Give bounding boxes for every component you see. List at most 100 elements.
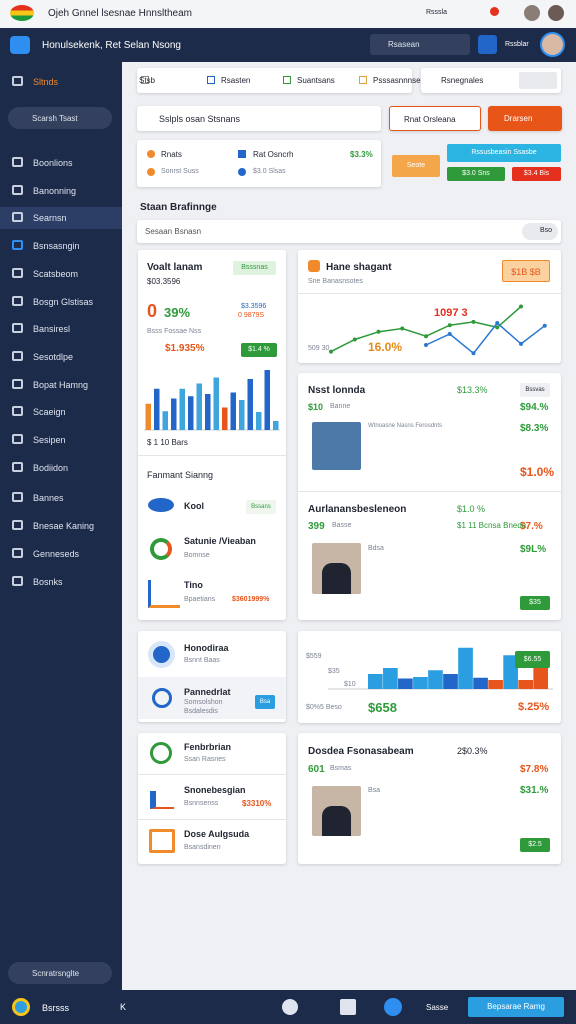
avatar[interactable] [524,5,540,21]
sidebar-item[interactable]: Bosnks [33,576,63,587]
button[interactable]: Bepsarae Ramg [468,997,564,1017]
section-search[interactable]: Sesaan Bsnasn Bso [137,220,561,243]
big-value: $1.0% [520,465,555,479]
sidebar-item[interactable]: Bansiresl [33,324,71,335]
icon-button[interactable] [384,998,402,1016]
card-title: Voalt lanam [147,262,203,273]
sidebar-item[interactable]: Scaeign [33,407,66,418]
bar [273,421,279,430]
bar [145,403,151,430]
sidebar-item[interactable]: Sesipen [33,435,66,445]
sidebar-item[interactable]: Bannes [33,493,64,504]
sidebar-icon [12,378,23,389]
sidebar-item[interactable]: Genneseds [33,548,80,559]
top-search[interactable]: Rsnegnales [421,68,561,93]
sidebar-icon [12,323,23,334]
badge: Bssvas [520,383,550,397]
button[interactable]: $3.0 Sns [447,167,505,181]
sidebar-item[interactable]: Boonlions [33,158,73,168]
sidebar-item[interactable]: Searnsn [33,213,67,224]
select-text: Sslpls osan Stsnans [159,114,241,124]
sidebar-item[interactable]: Scatsbeom [33,268,79,279]
sidebar-item[interactable]: Sesotdlpe [33,351,74,362]
tab[interactable]: Rsasten [221,76,251,85]
icon-button[interactable] [340,999,356,1015]
search-box[interactable]: Rsasean [370,34,470,55]
info-card: Rnats Rat Osncrh $3.3% Sonrst Suss $3.0 … [137,140,381,187]
filter-select[interactable]: Sslpls osan Stsnans [137,106,381,131]
info-text: Rat Osncrh [253,150,294,159]
sidebar-item[interactable]: Bodiidon [33,462,69,473]
filter-button[interactable]: Bso [522,223,558,240]
header: Honulsekenk, Ret Selan Nsong Rsasean Rss… [0,28,576,62]
button[interactable]: Rnat Orsleana [389,106,481,131]
point [447,323,452,328]
sidebar-item[interactable]: Bsnsasngin [33,241,80,252]
point [471,351,476,356]
sidebar-item[interactable]: Bosgn Glstisas [33,296,94,307]
sidebar-search[interactable]: Scarsh Tsast [8,107,112,129]
bar [264,370,270,430]
card: Dosdea Fsonasabeam 2$0.3% 601 Bsmas $7.8… [298,733,561,864]
bar [413,677,428,689]
tab[interactable]: Suantsans [297,76,335,85]
bottom-key[interactable]: K [120,1002,127,1012]
notification[interactable] [490,7,499,16]
sidebar-item[interactable]: Banonning [33,185,77,196]
search-text: Sesaan Bsnasn [145,227,202,236]
row-sub: Bomnse [184,552,210,559]
label: Bsmas [330,765,352,772]
value: $7.% [520,521,543,532]
search-button[interactable] [519,72,557,89]
card: Honodiraa Bsnnt Baas Pannedrlat Somsolsh… [138,631,286,722]
bar [256,412,262,430]
action-button[interactable] [478,35,497,54]
sidebar-active[interactable]: Sltnds [33,77,59,87]
button[interactable]: $2.5 [520,838,550,852]
card-title: Nsst lonnda [308,385,366,396]
button[interactable]: Rssusbeasin Ssasbe [447,144,561,162]
image [312,543,361,594]
info-text: $3.0 Slsas [253,168,286,175]
badge: Bsssnas [233,261,276,275]
chart-label: 16.0% [368,340,403,354]
point [519,341,523,346]
image [312,422,361,470]
button-text: Rnat Orsleana [404,115,456,124]
card: Fenbrbrian Ssan Rasnes Snonebesgian Bsnn… [138,733,286,864]
card: $559 $35 $10 $6.55 $0%5 Beso $658 $.25% [298,631,561,723]
sidebar-item[interactable]: Bnesae Kaning [33,521,95,532]
point [471,319,476,324]
tab-icon [359,76,367,84]
value: $1.0 % [457,504,486,514]
sidebar-icon [12,240,23,251]
point [329,349,333,354]
button[interactable]: Drarsen [488,106,562,131]
sidebar-item[interactable]: Bopat Hamng [33,379,89,390]
point [495,325,500,330]
card-subtitle: Sne Banasnsotes [308,278,363,285]
bar [503,655,518,689]
point [352,337,357,342]
row-title: Honodiraa [184,643,229,653]
tab[interactable]: Stsb [139,76,156,85]
row-value: $3310% [242,799,272,808]
card: Nsst lonnda $13.3% Bssvas $10 Banne $94.… [298,373,561,620]
icon-button[interactable] [282,999,298,1015]
tab[interactable]: Psssasnnnse [373,76,421,85]
bottom-bar: Bsrsss K Sasse Bepsarae Ramg [0,990,576,1024]
sidebar-highlight [0,207,122,230]
tab-icon [207,76,215,84]
row-sub: Bsansdinen [184,844,221,851]
row-title: Dose Aulgsuda [184,829,250,839]
button[interactable]: Seote [392,155,440,177]
sidebar-footer[interactable]: Scnratrsnglte [8,962,112,984]
row-sub: Somsolshon [184,699,223,706]
user-avatar[interactable] [540,32,565,57]
button[interactable]: $35 [520,596,550,610]
sidebar-icon [12,492,23,503]
avatar[interactable] [548,5,564,21]
button[interactable]: $3.4 Bis [512,167,561,181]
sidebar-icon [12,267,23,278]
card-subtitle: $03.3596 [147,277,181,286]
